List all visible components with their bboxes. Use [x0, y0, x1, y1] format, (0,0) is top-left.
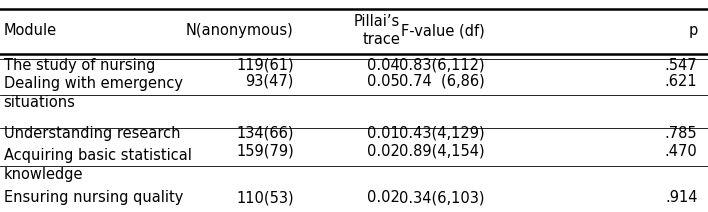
Text: 93(47): 93(47) — [246, 74, 294, 89]
Text: 110(53): 110(53) — [236, 190, 294, 205]
Text: .914: .914 — [665, 190, 697, 205]
Text: 0.05: 0.05 — [367, 74, 400, 89]
Text: F-value (df): F-value (df) — [401, 23, 485, 38]
Text: 159(79): 159(79) — [236, 144, 294, 159]
Text: .547: .547 — [665, 57, 697, 73]
Text: 0.34(6,103): 0.34(6,103) — [399, 190, 485, 205]
Text: Acquiring basic statistical
knowledge: Acquiring basic statistical knowledge — [4, 148, 191, 182]
Text: 0.04: 0.04 — [367, 57, 400, 73]
Text: .785: .785 — [665, 126, 697, 141]
Text: 0.89(4,154): 0.89(4,154) — [399, 144, 485, 159]
Text: 119(61): 119(61) — [236, 57, 294, 73]
Text: Module: Module — [4, 23, 57, 38]
Text: p: p — [688, 23, 697, 38]
Text: The study of nursing: The study of nursing — [4, 57, 155, 73]
Text: 134(66): 134(66) — [236, 126, 294, 141]
Text: 0.02: 0.02 — [367, 144, 400, 159]
Text: 0.43(4,129): 0.43(4,129) — [399, 126, 485, 141]
Text: .621: .621 — [665, 74, 697, 89]
Text: 0.01: 0.01 — [367, 126, 400, 141]
Text: .470: .470 — [665, 144, 697, 159]
Text: 0.83(6,112): 0.83(6,112) — [399, 57, 485, 73]
Text: Dealing with emergency
situations: Dealing with emergency situations — [4, 76, 183, 110]
Text: Understanding research: Understanding research — [4, 126, 180, 141]
Text: Pillai’s
trace: Pillai’s trace — [354, 14, 400, 47]
Text: N(anonymous): N(anonymous) — [186, 23, 294, 38]
Text: 0.74  (6,86): 0.74 (6,86) — [399, 74, 485, 89]
Text: 0.02: 0.02 — [367, 190, 400, 205]
Text: Ensuring nursing quality: Ensuring nursing quality — [4, 190, 183, 205]
